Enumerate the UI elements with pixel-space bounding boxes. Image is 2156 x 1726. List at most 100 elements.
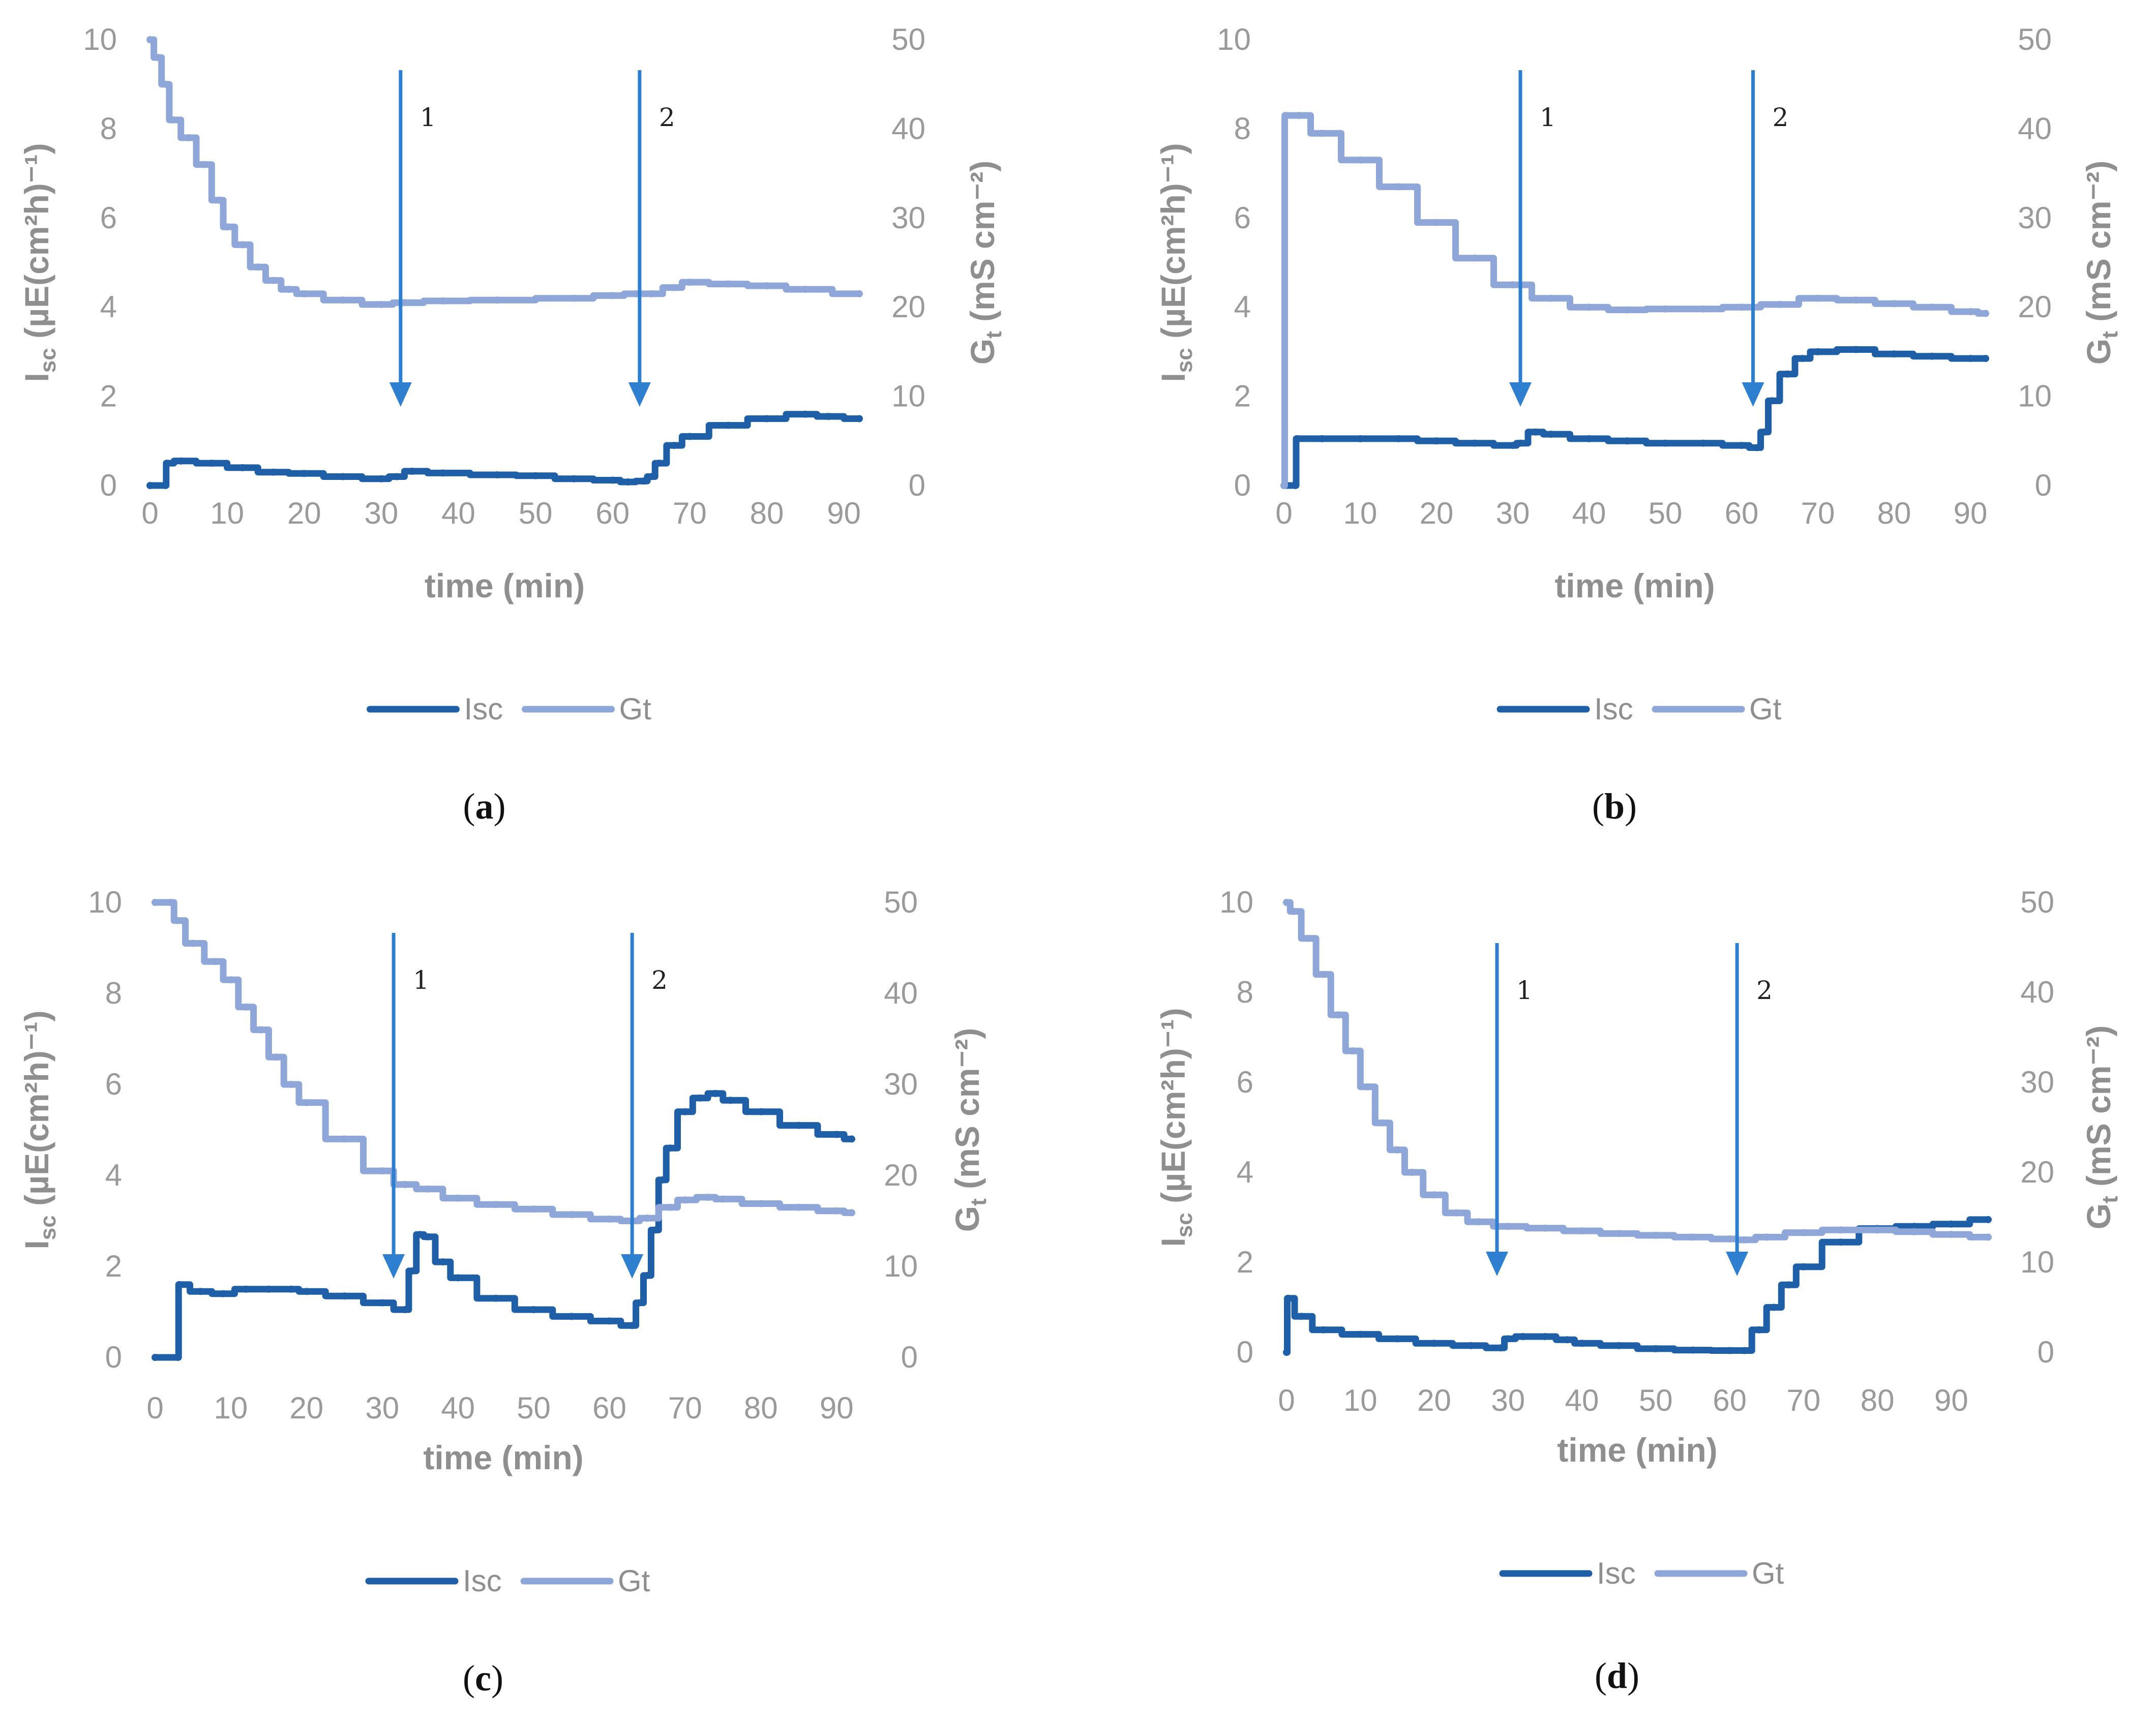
panel-label-letter: b — [1604, 786, 1625, 827]
data-point-gt — [200, 161, 208, 168]
data-point-isc — [636, 1299, 643, 1307]
data-point-isc — [146, 482, 154, 489]
data-point-gt — [454, 1194, 462, 1202]
y-left-tick-label: 0 — [105, 1340, 122, 1374]
data-point-isc — [197, 1288, 204, 1295]
data-point-isc — [606, 1317, 613, 1325]
y-right-tick-label: 40 — [891, 111, 925, 145]
data-point-gt — [1837, 1226, 1844, 1234]
data-point-gt — [1652, 1231, 1660, 1239]
data-point-gt — [1320, 971, 1327, 978]
y-right-tick-label: 10 — [884, 1249, 918, 1283]
y-right-axis-title-unit: (mS cm⁻²) — [2080, 161, 2117, 331]
data-point-isc — [174, 1354, 182, 1361]
data-point-gt — [1763, 1233, 1771, 1241]
data-point-gt — [571, 294, 578, 302]
panel-label: (a) — [463, 786, 506, 827]
panel-label-close: ) — [491, 1658, 503, 1699]
y-left-tick-label: 8 — [105, 976, 122, 1010]
data-point-isc — [393, 473, 401, 480]
data-point-isc — [1770, 1304, 1778, 1311]
y-right-tick-label: 0 — [2035, 468, 2052, 502]
data-point-isc — [1700, 439, 1707, 447]
data-point-gt — [254, 263, 262, 271]
y-right-axis-title-sub: t — [981, 331, 1006, 339]
data-point-gt — [647, 290, 655, 297]
data-point-gt — [671, 284, 678, 291]
data-point-gt — [1349, 1047, 1357, 1055]
data-point-gt — [223, 223, 231, 231]
data-point-isc — [1948, 1220, 1955, 1228]
data-point-isc — [175, 1281, 183, 1288]
data-point-isc — [1541, 1333, 1549, 1340]
y-right-tick-label: 30 — [891, 201, 925, 235]
y-left-tick-label: 10 — [1217, 22, 1251, 56]
y-left-axis-title: Isc (µE(cm²h)⁻¹) — [18, 1010, 61, 1249]
x-tick-label: 10 — [210, 496, 244, 530]
data-point-gt — [424, 1185, 432, 1193]
x-tick-label: 90 — [1934, 1383, 1968, 1417]
y-right-axis-title-main: G — [2080, 1203, 2117, 1229]
data-point-gt — [377, 300, 385, 308]
y-right-tick-label: 30 — [2018, 201, 2052, 235]
data-point-isc — [757, 1108, 765, 1115]
y-left-axis-title: Isc (µE(cm²h)⁻¹) — [1154, 1008, 1197, 1247]
data-point-gt — [270, 277, 277, 284]
data-point-isc — [1471, 439, 1478, 447]
data-point-gt — [1578, 1227, 1586, 1235]
data-point-isc — [1624, 437, 1631, 445]
x-tick-label: 50 — [517, 1391, 551, 1425]
y-right-axis-title-main: G — [2080, 339, 2117, 365]
data-point-isc — [416, 1231, 424, 1238]
y-left-tick-label: 6 — [105, 1067, 122, 1101]
data-point-gt — [1433, 219, 1440, 226]
data-point-isc — [1497, 1344, 1505, 1352]
data-point-gt — [185, 134, 192, 141]
data-point-isc — [1769, 397, 1776, 405]
data-point-gt — [666, 1203, 674, 1211]
data-point-gt — [530, 1205, 537, 1213]
data-point-isc — [301, 470, 308, 477]
data-point-gt — [1852, 296, 1860, 304]
data-point-gt — [1776, 300, 1783, 308]
data-point-gt — [1475, 1218, 1482, 1226]
data-point-gt — [341, 1135, 348, 1143]
panel-label-letter: d — [1607, 1655, 1627, 1696]
y-right-axis-title-main: G — [964, 339, 1001, 365]
data-point-gt — [216, 196, 223, 204]
series-line-isc — [1283, 1216, 1992, 1356]
data-point-isc — [795, 1122, 802, 1129]
data-point-isc — [265, 1285, 273, 1293]
data-point-isc — [1891, 350, 1898, 358]
x-tick-label: 50 — [1639, 1383, 1673, 1417]
y-left-tick-label: 6 — [1237, 1065, 1253, 1099]
arrow-1-head — [389, 382, 412, 407]
y-right-tick-label: 50 — [2018, 22, 2052, 56]
chart-panel-d: 0 10 20 30 40 50 60 70 80 90 0 2 4 6 8 10 0 10 20 30 40 50 tim… — [1154, 885, 2122, 1696]
data-point-isc — [1547, 431, 1554, 438]
data-point-isc — [1910, 1223, 1918, 1230]
data-point-isc — [239, 464, 246, 471]
legend-label-gt: Gt — [1749, 692, 1782, 726]
y-right-tick-label: 10 — [2020, 1245, 2054, 1279]
data-point-gt — [174, 917, 182, 924]
y-left-tick-label: 4 — [1237, 1155, 1253, 1189]
data-point-isc — [1967, 355, 1974, 362]
y-right-tick-label: 40 — [884, 976, 918, 1010]
x-tick-label: 60 — [1725, 496, 1759, 530]
data-point-isc — [568, 1313, 575, 1320]
data-point-gt — [757, 1200, 765, 1207]
data-point-gt — [681, 1196, 689, 1204]
data-point-isc — [1509, 442, 1516, 449]
y-left-tick-label: 4 — [1234, 290, 1251, 324]
data-point-gt — [1430, 1191, 1438, 1199]
legend-label-isc: Isc — [1597, 1556, 1636, 1590]
panel-label: (b) — [1592, 786, 1637, 827]
y-left-axis-title-unit: (µE(cm²h)⁻¹) — [1154, 143, 1192, 348]
data-point-gt — [189, 940, 197, 947]
y-right-tick-label: 20 — [2018, 290, 2052, 324]
data-point-gt — [1296, 112, 1303, 119]
y-left-axis-title-unit: (µE(cm²h)⁻¹) — [1154, 1008, 1192, 1213]
arrow-2-head — [628, 382, 651, 407]
x-tick-label: 70 — [668, 1391, 702, 1425]
